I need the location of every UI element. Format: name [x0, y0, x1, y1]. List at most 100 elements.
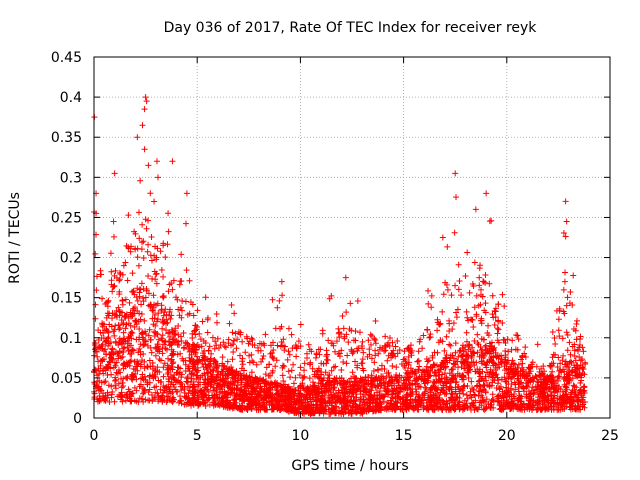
data-point — [507, 404, 514, 411]
data-point — [267, 381, 274, 388]
data-point — [545, 396, 552, 403]
data-point — [342, 274, 349, 281]
data-point — [342, 403, 349, 410]
data-point — [236, 395, 243, 402]
data-point — [414, 358, 421, 365]
data-point — [304, 385, 311, 392]
data-point — [578, 394, 585, 401]
data-point — [103, 351, 110, 358]
data-point — [504, 336, 511, 343]
data-point — [439, 308, 446, 315]
data-point — [153, 345, 160, 352]
data-point — [534, 386, 541, 393]
data-point — [469, 344, 476, 351]
data-point — [480, 354, 487, 361]
data-point — [112, 385, 119, 392]
data-point — [493, 384, 500, 391]
data-point — [580, 384, 587, 391]
data-point — [534, 378, 541, 385]
data-point — [416, 363, 423, 370]
data-point — [226, 320, 233, 327]
data-point — [175, 306, 182, 313]
data-point — [308, 348, 315, 355]
data-point — [119, 301, 126, 308]
data-point — [131, 384, 138, 391]
data-point — [430, 361, 437, 368]
data-point — [174, 338, 181, 345]
y-tick-label: 0.25 — [51, 210, 82, 226]
data-point — [443, 354, 450, 361]
data-point — [225, 336, 232, 343]
data-point — [395, 379, 402, 386]
y-tick-label: 0.1 — [60, 331, 82, 347]
data-point — [519, 360, 526, 367]
data-point — [569, 367, 576, 374]
data-point — [224, 394, 231, 401]
data-point — [367, 341, 374, 348]
data-point — [536, 397, 543, 404]
data-point — [489, 374, 496, 381]
data-point — [377, 344, 384, 351]
data-point — [202, 384, 209, 391]
data-point — [429, 354, 436, 361]
data-point — [278, 393, 285, 400]
data-point — [318, 369, 325, 376]
data-point — [364, 402, 371, 409]
data-point — [157, 357, 164, 364]
data-point — [365, 337, 372, 344]
data-point — [140, 238, 147, 245]
data-point — [413, 391, 420, 398]
data-point — [458, 363, 465, 370]
data-point — [212, 358, 219, 365]
data-point — [519, 353, 526, 360]
data-point — [526, 364, 533, 371]
data-point — [190, 384, 197, 391]
data-point — [446, 327, 453, 334]
data-point — [177, 393, 184, 400]
data-point — [564, 396, 571, 403]
data-point — [540, 376, 547, 383]
data-point — [478, 358, 485, 365]
data-point — [180, 357, 187, 364]
data-point — [422, 384, 429, 391]
data-point — [102, 346, 109, 353]
data-point — [126, 340, 133, 347]
data-point — [136, 325, 143, 332]
data-point — [100, 356, 107, 363]
data-point — [474, 339, 481, 346]
data-point — [97, 362, 104, 369]
data-point — [304, 355, 311, 362]
data-point — [153, 383, 160, 390]
data-point — [503, 387, 510, 394]
data-point — [107, 250, 114, 257]
data-point — [481, 399, 488, 406]
data-point — [434, 327, 441, 334]
data-point — [141, 365, 148, 372]
data-point — [350, 348, 357, 355]
data-point — [366, 346, 373, 353]
data-point — [310, 402, 317, 409]
data-point — [494, 330, 501, 337]
data-point — [437, 363, 444, 370]
data-point — [227, 402, 234, 409]
data-point — [386, 334, 393, 341]
data-point — [576, 365, 583, 372]
data-point — [384, 357, 391, 364]
data-point — [452, 340, 459, 347]
data-point — [427, 389, 434, 396]
data-point — [438, 375, 445, 382]
data-point — [238, 406, 245, 413]
data-point — [312, 354, 319, 361]
data-point — [358, 406, 365, 413]
data-point — [357, 388, 364, 395]
data-point — [516, 380, 523, 387]
data-point — [464, 395, 471, 402]
data-point — [140, 295, 147, 302]
data-point — [189, 358, 196, 365]
data-point — [104, 303, 111, 310]
data-point — [366, 386, 373, 393]
data-point — [280, 377, 287, 384]
data-point — [149, 363, 156, 370]
data-point — [478, 402, 485, 409]
